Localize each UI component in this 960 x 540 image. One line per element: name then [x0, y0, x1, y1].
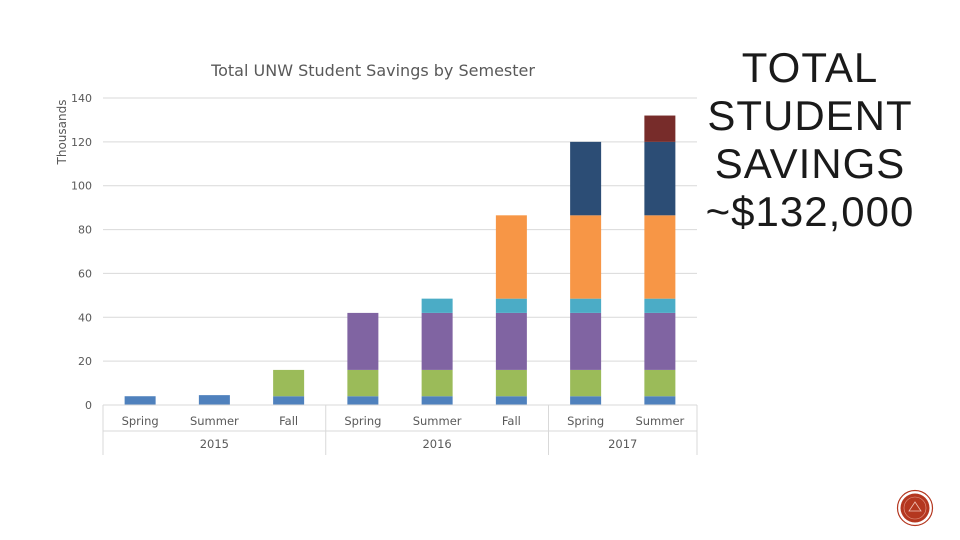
bar-segment — [644, 369, 676, 397]
x-category-label: Spring — [567, 414, 604, 428]
bar-segment — [495, 369, 527, 397]
x-axis: Spring Summer Fall Spring Summer Fall Spring Su… — [102, 404, 698, 455]
x-group-label: 2016 — [422, 437, 451, 451]
bar-segment — [570, 215, 602, 299]
headline-line-4: ~$132,000 — [705, 188, 915, 235]
bar-segment — [570, 396, 602, 405]
bar-segment — [347, 396, 379, 405]
bar-segment — [273, 396, 305, 405]
x-category-label: Summer — [413, 414, 462, 428]
bar-segment — [495, 396, 527, 405]
y-tick-label: 40 — [78, 311, 92, 324]
bar-segment — [644, 141, 676, 216]
bar-segment — [347, 369, 379, 397]
bar-segment — [421, 312, 453, 370]
x-category-label: Spring — [344, 414, 381, 428]
x-category-label: Summer — [190, 414, 239, 428]
y-tick-label: 60 — [78, 267, 92, 280]
x-category-label: Fall — [502, 414, 521, 428]
y-tick-label: 20 — [78, 355, 92, 368]
bar-segment — [570, 369, 602, 397]
headline-line-3: SAVINGS — [714, 140, 906, 187]
y-tick-label: 100 — [71, 180, 92, 193]
y-tick-label: 120 — [71, 136, 92, 149]
x-group-label: 2017 — [608, 437, 637, 451]
bar-segment — [644, 215, 676, 299]
x-category-label: Spring — [122, 414, 159, 428]
bar-segment — [570, 141, 602, 216]
bar-segment — [495, 312, 527, 370]
bar-segment — [644, 396, 676, 405]
seal-icon — [896, 489, 934, 527]
bar-segment — [570, 298, 602, 313]
bar-segment — [421, 396, 453, 405]
bar-segment — [124, 396, 156, 405]
bar-segment — [421, 298, 453, 313]
x-group-label: 2015 — [200, 437, 229, 451]
bars — [124, 115, 676, 405]
bar-segment — [644, 312, 676, 370]
bar-segment — [644, 298, 676, 313]
headline-line-2: STUDENT — [707, 92, 913, 139]
x-category-label: Fall — [279, 414, 298, 428]
bar-segment — [273, 369, 305, 397]
headline-line-1: TOTAL — [741, 44, 879, 91]
y-axis-ticks: 0 20 40 60 80 100 120 140 — [71, 92, 92, 412]
headline: TOTAL STUDENT SAVINGS ~$132,000 — [700, 44, 920, 236]
chart-title: Total UNW Student Savings by Semester — [210, 61, 535, 80]
y-axis-unit-label: Thousands — [55, 100, 69, 166]
bar-segment — [421, 369, 453, 397]
bar-segment — [495, 215, 527, 299]
y-tick-label: 140 — [71, 92, 92, 105]
bar-segment — [347, 312, 379, 370]
y-tick-label: 0 — [85, 399, 92, 412]
bar-segment — [198, 395, 230, 405]
bar-segment — [570, 312, 602, 370]
y-tick-label: 80 — [78, 224, 92, 237]
gridlines — [103, 97, 697, 406]
bar-segment — [644, 115, 676, 142]
bar-segment — [495, 298, 527, 313]
x-category-label: Summer — [635, 414, 684, 428]
